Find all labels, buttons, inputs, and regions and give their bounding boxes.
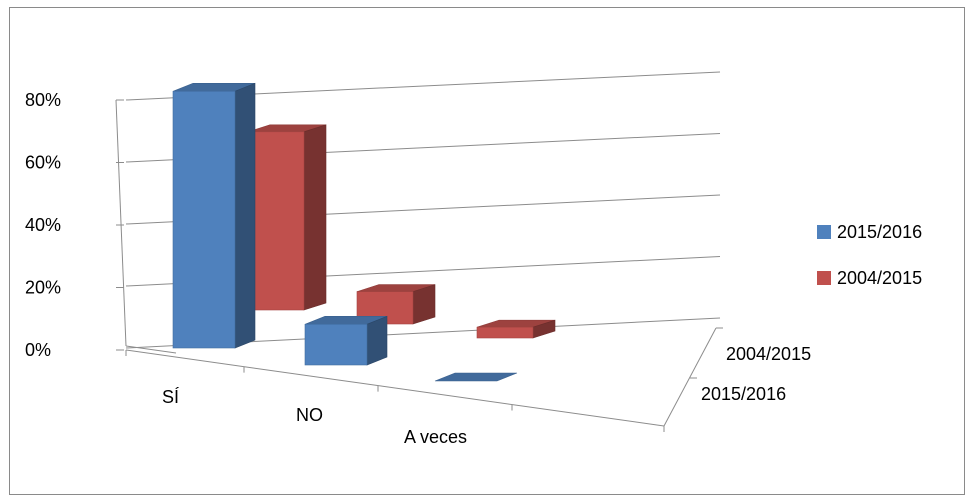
- y-tick-label: 0%: [25, 340, 51, 360]
- back-wall-left-edge: [115, 99, 127, 347]
- legend-item: 2004/2015: [817, 268, 922, 288]
- floor-front-edge: [125, 349, 665, 427]
- y-tick-label: 60%: [25, 153, 61, 173]
- legend: 2015/2016 2004/2015: [817, 222, 922, 288]
- bar-back-1-side: [412, 284, 436, 325]
- bar-front-0: [172, 82, 256, 349]
- depth-label: 2004/2015: [726, 344, 811, 364]
- bar-back-2: [476, 319, 556, 339]
- bar-back-2-front: [476, 326, 534, 339]
- legend-label: 2004/2015: [837, 268, 922, 288]
- floor-left-edge: [125, 345, 177, 354]
- y-tick-label: 80%: [25, 90, 61, 110]
- y-tick-label: 20%: [25, 278, 61, 298]
- bar-back-0-front: [247, 131, 305, 311]
- y-tick-label: 40%: [25, 215, 61, 235]
- chart-frame: 0% 20% 40% 60% 80% SÍ NO A veces 2004/2015 2015/2…: [9, 7, 965, 495]
- bar-front-2-top: [434, 372, 518, 382]
- bar-front-1: [304, 315, 388, 366]
- category-label: NO: [296, 405, 323, 425]
- bars: [172, 82, 556, 382]
- floor-right-edge: [663, 327, 717, 427]
- legend-swatch: [817, 271, 831, 285]
- bar-front-1-side: [366, 315, 388, 366]
- category-label: SÍ: [162, 387, 179, 407]
- bar-front-0-front: [172, 91, 236, 349]
- bar-back-1: [356, 284, 436, 325]
- bar-front-0-side: [234, 82, 256, 349]
- depth-label: 2015/2016: [701, 384, 786, 404]
- legend-label: 2015/2016: [837, 222, 922, 242]
- labels: 0% 20% 40% 60% 80% SÍ NO A veces 2004/2015 2015/2…: [25, 90, 811, 447]
- legend-swatch: [817, 225, 831, 239]
- bar-front-2: [434, 372, 518, 382]
- category-label: A veces: [404, 427, 467, 447]
- legend-item: 2015/2016: [817, 222, 922, 242]
- bar-back-0-side: [303, 124, 327, 311]
- bar-back-0: [247, 124, 327, 311]
- bar-front-1-front: [304, 324, 368, 366]
- axes: [115, 99, 723, 433]
